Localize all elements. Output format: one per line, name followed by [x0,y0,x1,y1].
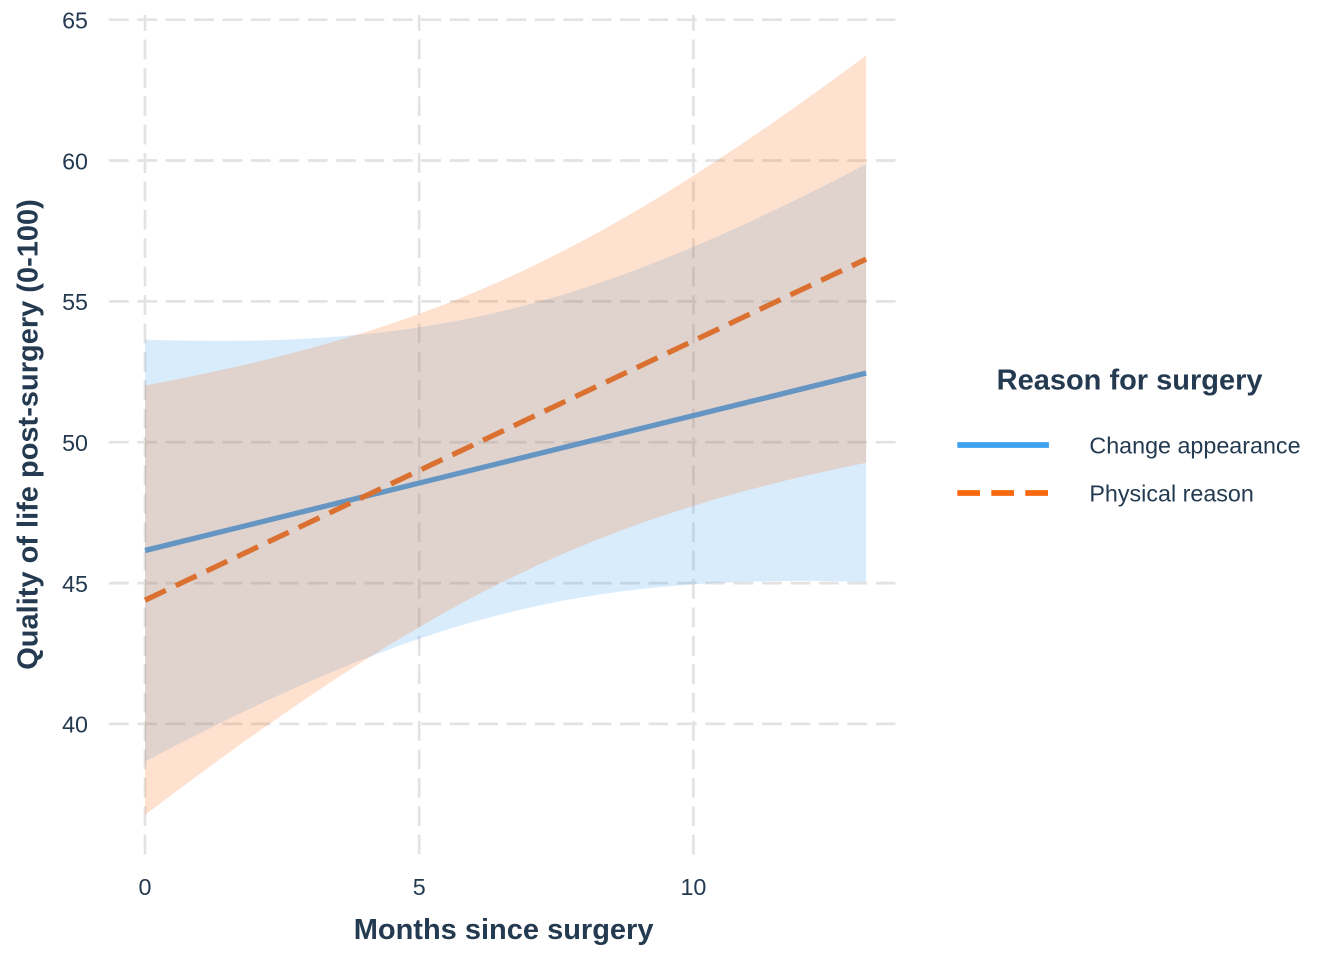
svg-text:45: 45 [62,571,88,597]
svg-text:40: 40 [62,712,88,738]
svg-text:Reason for surgery: Reason for surgery [997,365,1263,397]
svg-text:5: 5 [413,874,426,900]
svg-text:Quality of life post-surgery (: Quality of life post-surgery (0-100) [13,199,45,670]
svg-text:0: 0 [139,874,152,900]
svg-text:10: 10 [680,874,706,900]
svg-text:60: 60 [62,148,88,174]
svg-text:Change appearance: Change appearance [1089,433,1300,459]
svg-text:50: 50 [62,430,88,456]
svg-text:55: 55 [62,289,88,315]
svg-text:65: 65 [62,8,88,34]
svg-text:Physical reason: Physical reason [1089,481,1253,507]
svg-text:Months since surgery: Months since surgery [354,914,654,946]
